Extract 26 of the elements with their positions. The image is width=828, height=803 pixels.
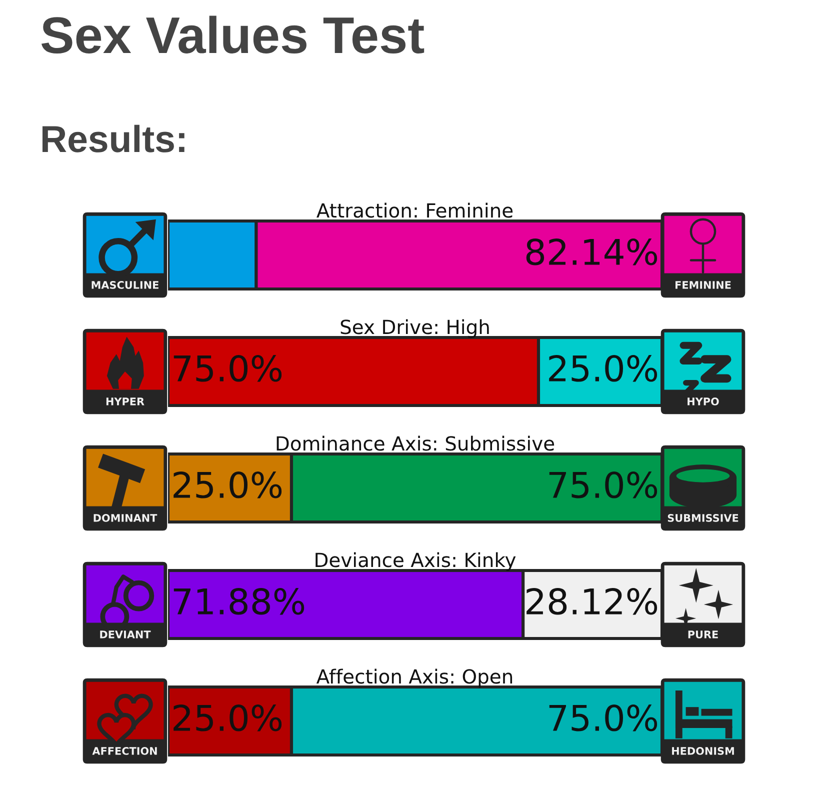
y-tick-label: Sex Drive: High	[340, 319, 489, 338]
data-label: 75.0%	[549, 471, 658, 498]
data-label: 28.12%	[526, 588, 658, 615]
text: HYPO	[688, 398, 719, 406]
text: HYPER	[106, 398, 144, 406]
data-label: 75.0%	[549, 704, 658, 732]
y-tick-label: Affection Axis: Open	[316, 668, 512, 688]
text: AFFECTION	[92, 747, 157, 755]
data-label: 75.0%	[174, 354, 282, 382]
text: DEVIANT	[100, 630, 151, 638]
text: FEMININE	[676, 281, 731, 289]
y-tick-label: Attraction: Feminine	[316, 202, 513, 218]
data-label: 25.0%	[174, 704, 282, 732]
text: HEDONISM	[672, 747, 734, 755]
text: DOMINANT	[94, 514, 158, 522]
text: MASCULINE	[92, 281, 158, 289]
data-label: 71.88%	[174, 588, 304, 615]
data-label: 25.0%	[549, 354, 658, 382]
chart-subtitle: Results:	[42, 124, 184, 152]
data-label: 82.14%	[526, 238, 658, 266]
chart-title: Sex Values Test	[41, 16, 424, 54]
data-label: 25.0%	[174, 471, 282, 498]
y-tick-label: Deviance Axis: Kinky	[316, 552, 516, 572]
text: PURE	[688, 630, 718, 638]
text: SUBMISSIVE	[668, 514, 738, 522]
y-tick-label: Dominance Axis: Submissive	[276, 436, 554, 451]
